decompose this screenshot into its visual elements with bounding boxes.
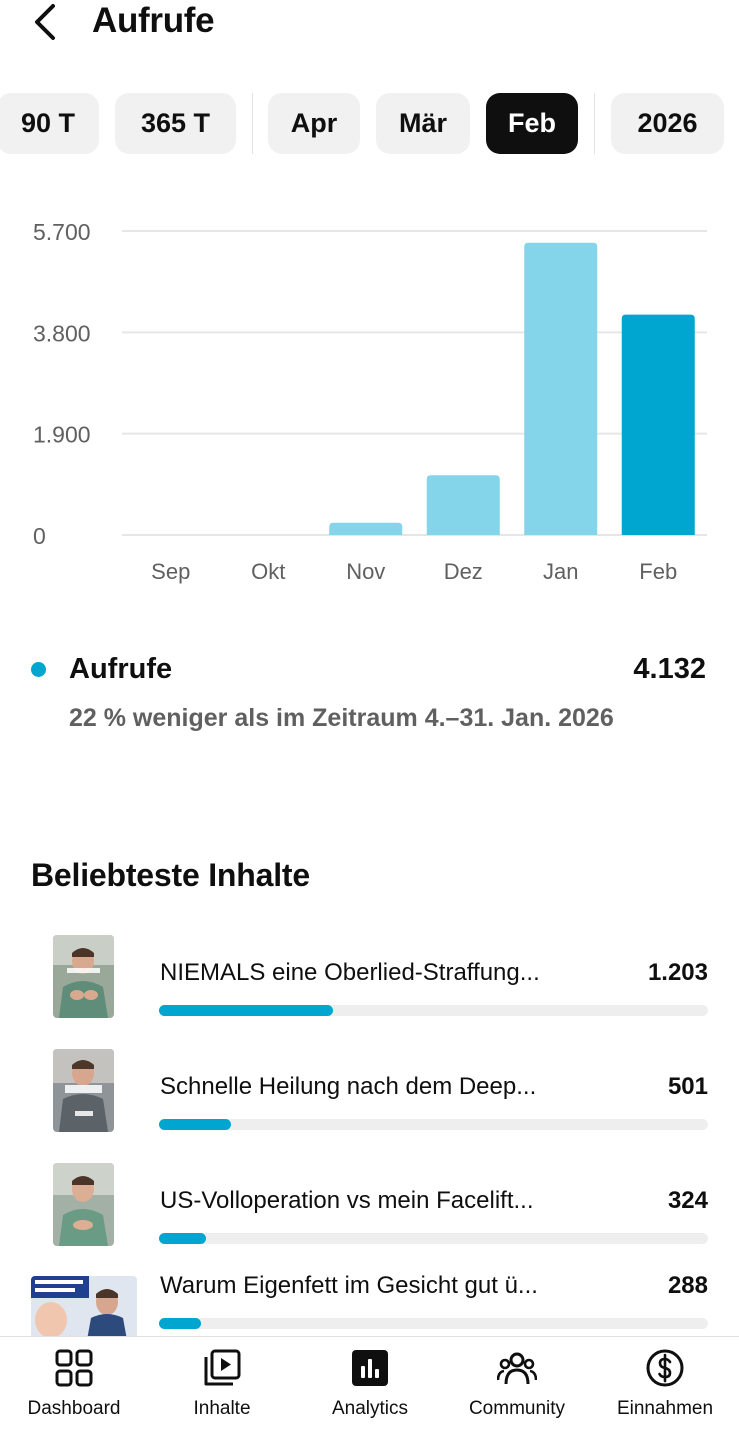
period-chip-feb[interactable]: Feb bbox=[486, 93, 578, 154]
dollar-icon bbox=[646, 1349, 684, 1387]
views-share-fill bbox=[159, 1005, 334, 1016]
content-views: 324 bbox=[667, 1187, 708, 1214]
views-bar-chart: 0 1.900 3.800 5.700 Sep Okt Nov Dez Jan Feb bbox=[33, 219, 707, 584]
x-tick-label: Nov bbox=[346, 559, 385, 584]
metric-comparison: 22 % weniger als im Zeitraum 4.–31. Jan.… bbox=[69, 704, 614, 732]
views-share-bar bbox=[159, 1005, 708, 1016]
thumbnail-image bbox=[31, 1276, 137, 1340]
list-item[interactable]: US-Volloperation vs mein Facelift... 324 bbox=[0, 1158, 739, 1258]
views-share-bar bbox=[159, 1119, 708, 1130]
nav-item-content[interactable]: Inhalte bbox=[148, 1337, 296, 1440]
nav-label: Inhalte bbox=[193, 1398, 251, 1419]
metric-summary: Aufrufe 4.132 22 % weniger als im Zeitra… bbox=[0, 640, 739, 740]
metric-value: 4.132 bbox=[633, 653, 706, 685]
list-item[interactable]: NIEMALS eine Oberlied-Straffung... 1.203 bbox=[0, 930, 739, 1030]
metric-label: Aufrufe bbox=[69, 653, 173, 685]
content-icon bbox=[204, 1349, 241, 1386]
views-chart: 0 1.900 3.800 5.700 Sep Okt Nov Dez Jan Feb bbox=[0, 200, 739, 600]
x-tick-label: Jan bbox=[543, 559, 578, 584]
content-views: 501 bbox=[667, 1073, 708, 1100]
views-share-fill bbox=[159, 1119, 232, 1130]
content-views: 288 bbox=[667, 1272, 708, 1299]
nav-label: Community bbox=[468, 1398, 566, 1419]
nav-item-community[interactable]: Community bbox=[443, 1337, 591, 1440]
thumbnail-image bbox=[53, 935, 114, 1018]
nav-label: Analytics bbox=[331, 1398, 409, 1419]
community-icon bbox=[497, 1352, 537, 1385]
period-chip-365-days[interactable]: 365 T bbox=[115, 93, 236, 154]
nav-label: Dashboard bbox=[27, 1398, 121, 1419]
x-tick-label: Dez bbox=[444, 559, 483, 584]
video-thumbnail[interactable] bbox=[53, 935, 114, 1018]
content-title: NIEMALS eine Oberlied-Straffung... bbox=[160, 959, 540, 986]
x-tick-label: Okt bbox=[251, 559, 285, 584]
period-selector: 90 T 365 T Apr Mär Feb 2026 bbox=[0, 93, 739, 155]
nav-item-earnings[interactable]: Einnahmen bbox=[591, 1337, 739, 1440]
y-tick-label: 3.800 bbox=[33, 320, 91, 346]
content-title: Warum Eigenfett im Gesicht gut ü... bbox=[160, 1272, 538, 1299]
chip-divider bbox=[252, 93, 253, 154]
views-share-bar bbox=[159, 1233, 708, 1244]
nav-item-dashboard[interactable]: Dashboard bbox=[0, 1337, 148, 1440]
page-title: Aufrufe bbox=[92, 1, 215, 40]
content-title: US-Volloperation vs mein Facelift... bbox=[160, 1187, 534, 1214]
bottom-navigation: Dashboard Inhalte Analytics bbox=[0, 1336, 739, 1440]
content-views: 1.203 bbox=[647, 959, 708, 986]
list-item[interactable]: Schnelle Heilung nach dem Deep... 501 bbox=[0, 1044, 739, 1144]
video-thumbnail[interactable] bbox=[53, 1163, 114, 1246]
video-thumbnail[interactable] bbox=[53, 1049, 114, 1132]
period-chip-90-days[interactable]: 90 T bbox=[0, 93, 99, 154]
nav-item-analytics[interactable]: Analytics bbox=[296, 1337, 444, 1440]
metric-color-dot bbox=[31, 662, 46, 677]
thumbnail-image bbox=[53, 1049, 114, 1132]
back-button[interactable] bbox=[26, 2, 66, 42]
views-share-bar bbox=[159, 1318, 708, 1329]
top-content-list: NIEMALS eine Oberlied-Straffung... 1.203… bbox=[0, 920, 739, 1340]
y-tick-label: 1.900 bbox=[33, 422, 91, 448]
chart-bar-nov[interactable] bbox=[329, 522, 403, 535]
thumbnail-image bbox=[53, 1163, 114, 1246]
y-tick-label: 0 bbox=[33, 523, 46, 549]
period-chip-apr[interactable]: Apr bbox=[268, 93, 360, 154]
section-title-top-content: Beliebteste Inhalte bbox=[31, 857, 310, 893]
period-chip-2026[interactable]: 2026 bbox=[611, 93, 724, 154]
x-tick-label: Feb bbox=[639, 559, 677, 584]
back-arrow-icon bbox=[35, 4, 55, 40]
chart-bar-jan[interactable] bbox=[524, 242, 598, 535]
list-item[interactable]: Warum Eigenfett im Gesicht gut ü... 288 bbox=[0, 1262, 739, 1340]
video-thumbnail[interactable] bbox=[31, 1276, 137, 1340]
nav-label: Einnahmen bbox=[616, 1398, 714, 1419]
analytics-icon bbox=[352, 1350, 388, 1386]
period-chip-maer[interactable]: Mär bbox=[376, 93, 470, 154]
chip-divider bbox=[594, 93, 595, 154]
content-title: Schnelle Heilung nach dem Deep... bbox=[160, 1073, 537, 1100]
views-share-fill bbox=[159, 1233, 206, 1244]
dashboard-icon bbox=[55, 1349, 93, 1387]
chart-bar-feb[interactable] bbox=[621, 314, 695, 535]
x-tick-label: Sep bbox=[151, 559, 190, 584]
chart-bar-dez[interactable] bbox=[426, 475, 500, 535]
views-share-fill bbox=[159, 1318, 201, 1329]
header: Aufrufe bbox=[0, 0, 739, 60]
y-tick-label: 5.700 bbox=[33, 219, 91, 245]
